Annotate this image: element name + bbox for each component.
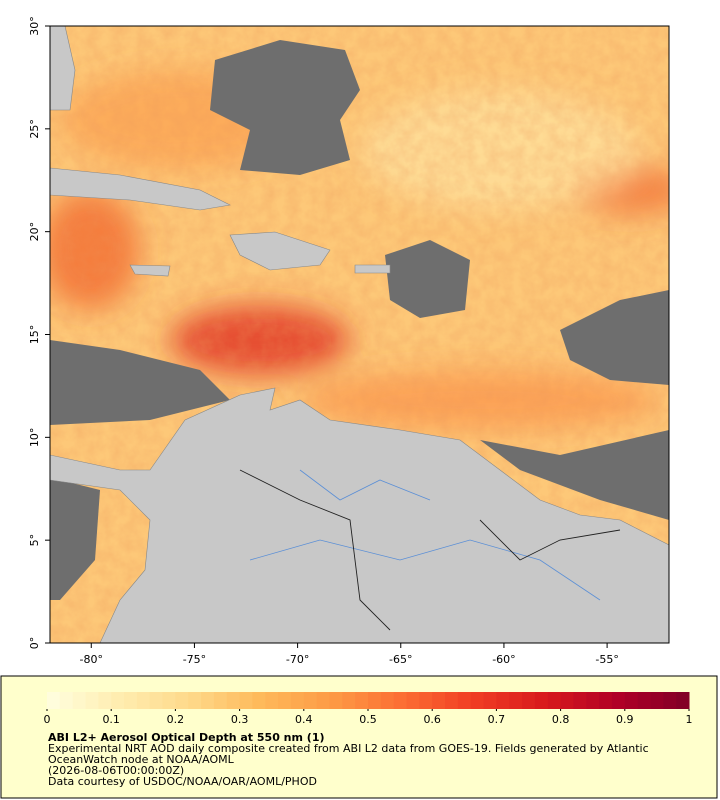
colorbar-step: [355, 692, 369, 709]
colorbar-step: [316, 692, 330, 709]
x-tick-label: -70°: [286, 653, 309, 666]
colorbar-step: [149, 692, 164, 709]
colorbar-step: [650, 692, 664, 709]
colorbar-step: [637, 692, 651, 709]
x-tick-label: -55°: [595, 653, 618, 666]
caption: ABI L2+ Aerosol Optical Depth at 550 nm …: [48, 732, 678, 787]
rivers: [249, 469, 601, 601]
colorbar-tick-label: 0.7: [488, 713, 506, 726]
colorbar-tick-label: 0.4: [295, 713, 313, 726]
colorbar-step: [265, 692, 279, 709]
y-tick-label: 15°: [28, 325, 41, 345]
colorbar-step: [213, 692, 228, 709]
colorbar-tick-label: 0.9: [616, 713, 634, 726]
y-tick-label: 5°: [28, 534, 41, 547]
legend-title: ABI L2+ Aerosol Optical Depth at 550 nm …: [48, 731, 325, 744]
caption-line: Experimental NRT AOD daily composite cre…: [48, 742, 649, 766]
no-data: [50, 40, 669, 600]
colorbar-step: [175, 692, 189, 709]
colorbar-step: [470, 692, 485, 709]
colorbar-step: [124, 692, 138, 709]
colorbar-step: [445, 692, 459, 709]
x-tick-label: -65°: [389, 653, 412, 666]
colorbar-step: [547, 692, 562, 709]
colorbar-tick-label: 1: [686, 713, 693, 726]
colorbar-step: [303, 692, 318, 709]
colorbar-tick-label: 0.1: [102, 713, 120, 726]
y-tick-label: 20°: [28, 222, 41, 242]
colorbar-step: [162, 692, 176, 709]
colorbar-step: [368, 692, 382, 709]
colorbar-step: [380, 692, 395, 709]
land: [50, 26, 669, 643]
colorbar-step: [573, 692, 587, 709]
colorbar-step: [329, 692, 343, 709]
colorbar-step: [290, 692, 305, 709]
y-tick-label: 10°: [28, 428, 41, 448]
colorbar-step: [599, 692, 613, 709]
colorbar-step: [342, 692, 356, 709]
colorbar-step: [432, 692, 446, 709]
colorbar-step: [47, 692, 61, 709]
colorbar-step: [509, 692, 523, 709]
colorbar-step: [393, 692, 408, 709]
borders: [239, 469, 621, 631]
colorbar-step: [201, 692, 215, 709]
colorbar-step: [457, 692, 472, 709]
colorbar-step: [624, 692, 639, 709]
colorbar-step: [663, 692, 677, 709]
colorbar-step: [522, 692, 536, 709]
x-tick-label: -75°: [183, 653, 206, 666]
colorbar-step: [611, 692, 626, 709]
colorbar-step: [98, 692, 112, 709]
colorbar-step: [226, 692, 241, 709]
colorbar-tick-label: 0.8: [552, 713, 570, 726]
caption-line: Data courtesy of USDOC/NOAA/OAR/AOML/PHO…: [48, 775, 317, 788]
colorbar-step: [586, 692, 600, 709]
colorbar-step: [560, 692, 574, 709]
colorbar-step: [406, 692, 420, 709]
colorbar-step: [188, 692, 202, 709]
colorbar-step: [419, 692, 433, 709]
colorbar-step: [676, 692, 690, 709]
colorbar-tick-label: 0.6: [423, 713, 441, 726]
colorbar-tick-label: 0.5: [359, 713, 377, 726]
colorbar-step: [496, 692, 510, 709]
x-tick-label: -60°: [492, 653, 515, 666]
colorbar-step: [534, 692, 549, 709]
colorbar-tick-label: 0: [44, 713, 51, 726]
colorbar-step: [239, 692, 253, 709]
colorbar-step: [252, 692, 266, 709]
colorbar-step: [59, 692, 74, 709]
colorbar-step: [85, 692, 99, 709]
x-tick-label: -80°: [80, 653, 103, 666]
colorbar-tick-label: 0.2: [167, 713, 185, 726]
y-tick-label: 0°: [28, 637, 41, 650]
colorbar-step: [111, 692, 125, 709]
map-image: [50, 26, 669, 643]
colorbar-step: [278, 692, 292, 709]
colorbar-step: [483, 692, 497, 709]
y-tick-label: 30°: [28, 16, 41, 36]
colorbar-tick-label: 0.3: [231, 713, 249, 726]
colorbar-step: [136, 692, 151, 709]
colorbar-step: [72, 692, 87, 709]
y-tick-label: 25°: [28, 119, 41, 139]
caption-line: (2026-08-06T00:00:00Z): [48, 764, 185, 777]
